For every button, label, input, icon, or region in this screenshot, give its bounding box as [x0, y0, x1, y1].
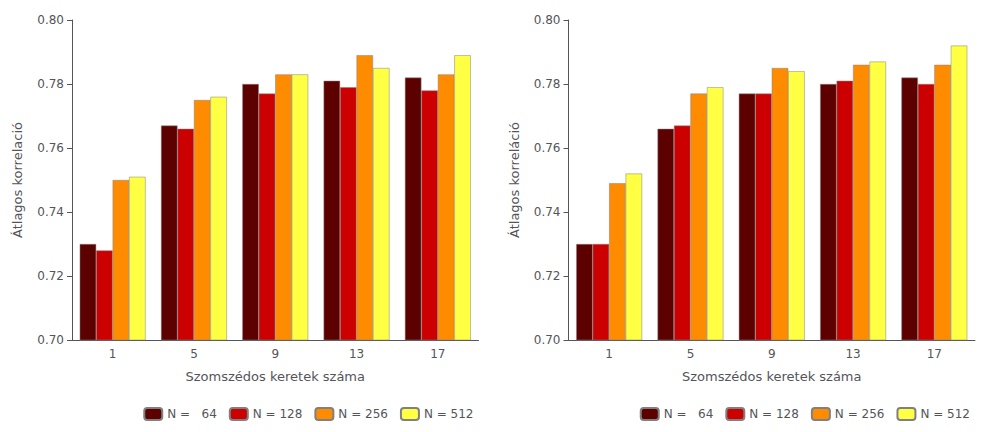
- svg-text:N = 128: N = 128: [749, 407, 799, 421]
- svg-text:0.70: 0.70: [37, 333, 64, 347]
- svg-text:0.76: 0.76: [534, 141, 561, 155]
- svg-text:0.74: 0.74: [534, 205, 561, 219]
- svg-text:0.78: 0.78: [37, 77, 64, 91]
- svg-text:N = 64: N = 64: [664, 407, 714, 421]
- svg-text:0.76: 0.76: [37, 141, 64, 155]
- svg-text:0.80: 0.80: [37, 13, 64, 27]
- svg-text:0.80: 0.80: [534, 13, 561, 27]
- svg-text:0.70: 0.70: [534, 333, 561, 347]
- svg-text:1: 1: [605, 347, 613, 361]
- svg-text:5: 5: [687, 347, 695, 361]
- svg-text:Szomszédos keretek száma: Szomszédos keretek száma: [186, 369, 365, 384]
- svg-text:0.74: 0.74: [37, 205, 64, 219]
- svg-text:5: 5: [190, 347, 198, 361]
- svg-text:0.78: 0.78: [534, 77, 561, 91]
- svg-text:17: 17: [430, 347, 445, 361]
- svg-text:N = 128: N = 128: [253, 407, 303, 421]
- svg-text:Átlagos korrelació: Átlagos korrelació: [10, 122, 25, 238]
- svg-text:N = 256: N = 256: [338, 407, 388, 421]
- svg-text:17: 17: [927, 347, 942, 361]
- svg-text:13: 13: [349, 347, 364, 361]
- svg-text:9: 9: [271, 347, 279, 361]
- svg-text:N = 512: N = 512: [920, 407, 970, 421]
- svg-text:N = 64: N = 64: [167, 407, 217, 421]
- svg-text:9: 9: [768, 347, 776, 361]
- svg-text:Szomszédos keretek száma: Szomszédos keretek száma: [682, 369, 861, 384]
- svg-text:1: 1: [109, 347, 117, 361]
- svg-text:Átlagos korreláció: Átlagos korreláció: [507, 122, 522, 238]
- svg-text:13: 13: [845, 347, 860, 361]
- svg-text:N = 256: N = 256: [835, 407, 885, 421]
- svg-text:0.72: 0.72: [534, 269, 561, 283]
- svg-text:N = 512: N = 512: [424, 407, 474, 421]
- svg-text:0.72: 0.72: [37, 269, 64, 283]
